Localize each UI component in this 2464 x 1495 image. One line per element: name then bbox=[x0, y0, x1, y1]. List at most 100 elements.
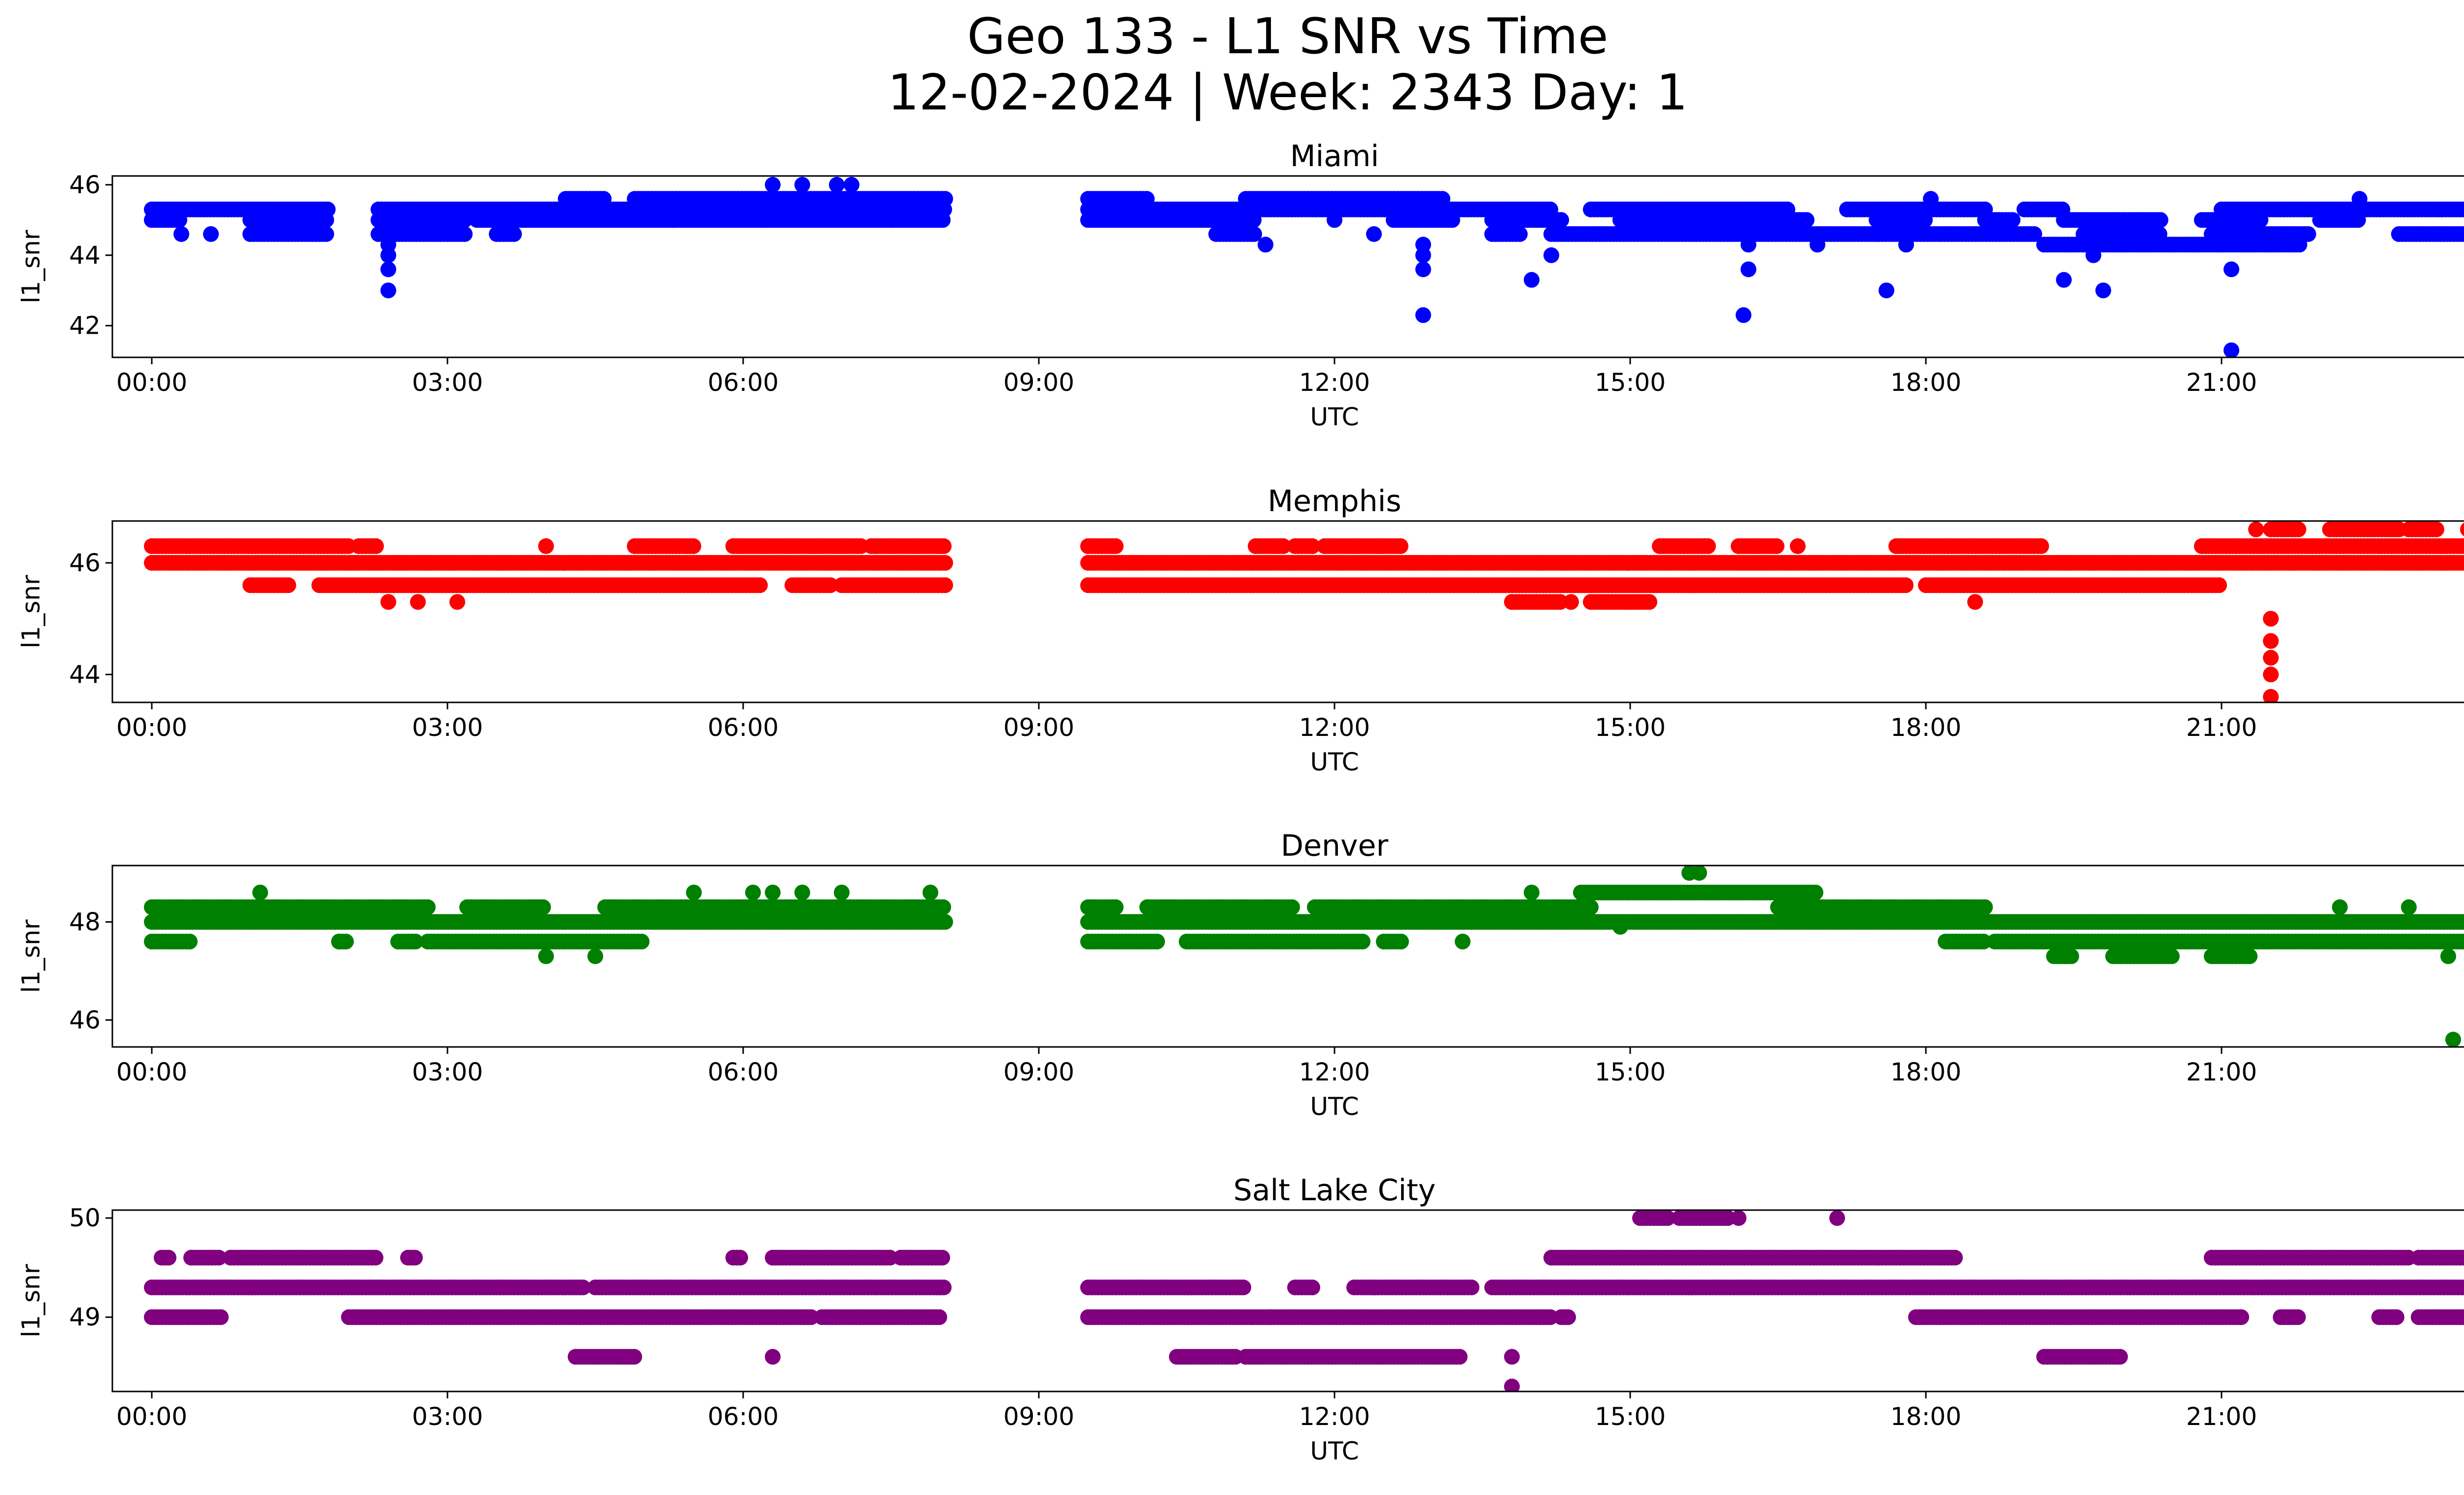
data-point bbox=[2033, 538, 2049, 554]
data-point bbox=[2429, 522, 2444, 537]
data-point bbox=[2086, 247, 2101, 263]
data-point bbox=[2460, 915, 2464, 929]
data-point bbox=[575, 1279, 591, 1295]
data-point bbox=[2263, 650, 2279, 666]
data-point bbox=[1563, 594, 1579, 610]
data-point bbox=[1967, 594, 1983, 610]
x-tick-label: 12:00 bbox=[1299, 1058, 1370, 1086]
y-tick-label: 46 bbox=[69, 1006, 101, 1034]
data-point bbox=[1246, 226, 1262, 242]
x-tick-label: 18:00 bbox=[1890, 713, 1961, 742]
data-point bbox=[923, 884, 938, 901]
data-point bbox=[1898, 577, 1914, 593]
data-point bbox=[834, 884, 850, 901]
x-tick-label: 00:00 bbox=[116, 1058, 187, 1086]
x-tick-label: 21:00 bbox=[2186, 1058, 2257, 1086]
data-point bbox=[252, 884, 268, 901]
data-point bbox=[1642, 594, 1657, 610]
y-tick-label: 44 bbox=[69, 660, 101, 689]
data-point bbox=[2445, 1032, 2461, 1047]
data-point bbox=[2095, 282, 2111, 299]
data-point bbox=[457, 212, 473, 228]
subplot-title: Denver bbox=[1281, 829, 1389, 863]
data-point bbox=[1976, 934, 1991, 950]
data-point bbox=[203, 226, 219, 242]
data-point bbox=[1810, 237, 1825, 253]
x-tick-label: 15:00 bbox=[1595, 368, 1666, 397]
data-point bbox=[794, 176, 810, 193]
data-point bbox=[1741, 237, 1756, 253]
data-point bbox=[745, 884, 761, 901]
data-point bbox=[1898, 237, 1914, 253]
data-point bbox=[937, 914, 953, 930]
data-point bbox=[1415, 307, 1431, 323]
y-tick-label: 46 bbox=[69, 549, 101, 577]
figure-title-line2: 12-02-2024 | Week: 2343 Day: 1 bbox=[888, 64, 1687, 121]
data-point bbox=[2352, 191, 2367, 207]
data-point bbox=[380, 282, 396, 299]
data-point bbox=[2401, 899, 2417, 915]
data-point bbox=[2211, 577, 2227, 593]
data-point bbox=[408, 934, 423, 950]
data-point bbox=[1799, 212, 1814, 228]
data-point bbox=[182, 934, 198, 950]
data-point bbox=[1435, 191, 1450, 207]
x-tick-label: 03:00 bbox=[412, 368, 483, 397]
x-tick-label: 15:00 bbox=[1595, 713, 1666, 742]
data-point bbox=[1524, 272, 1540, 288]
data-point bbox=[2164, 948, 2180, 964]
data-point bbox=[686, 884, 702, 901]
data-point bbox=[2263, 633, 2279, 649]
data-point bbox=[1355, 934, 1370, 950]
data-point bbox=[1327, 212, 1342, 228]
data-point bbox=[794, 884, 810, 901]
data-point bbox=[834, 212, 850, 228]
x-tick-label: 18:00 bbox=[1890, 1058, 1961, 1086]
x-axis-label: UTC bbox=[1310, 748, 1359, 776]
x-tick-label: 21:00 bbox=[2186, 368, 2257, 397]
data-point bbox=[822, 577, 838, 593]
data-point bbox=[666, 212, 682, 228]
data-point bbox=[1524, 884, 1540, 901]
data-point bbox=[1444, 212, 1460, 228]
data-point bbox=[685, 538, 701, 554]
data-point bbox=[449, 594, 465, 610]
data-point bbox=[380, 594, 396, 610]
data-point bbox=[280, 577, 296, 593]
data-point bbox=[2153, 212, 2168, 228]
data-point bbox=[1304, 538, 1320, 554]
x-tick-label: 09:00 bbox=[1003, 368, 1074, 397]
y-tick-label: 46 bbox=[69, 171, 101, 199]
figure-title-line1: Geo 133 - L1 SNR vs Time bbox=[967, 7, 1608, 65]
data-point bbox=[2005, 212, 2020, 228]
data-point bbox=[2300, 226, 2316, 242]
data-point bbox=[380, 247, 396, 263]
data-point bbox=[2242, 948, 2258, 964]
data-point bbox=[1415, 247, 1431, 263]
data-point bbox=[2459, 202, 2464, 217]
x-tick-label: 03:00 bbox=[412, 713, 483, 742]
x-tick-label: 06:00 bbox=[708, 1058, 779, 1086]
data-point bbox=[2063, 948, 2079, 964]
data-point bbox=[935, 212, 951, 228]
x-tick-label: 03:00 bbox=[412, 1058, 483, 1086]
data-point bbox=[765, 884, 781, 901]
data-point bbox=[1366, 226, 1382, 242]
data-point bbox=[2291, 522, 2306, 537]
data-point bbox=[2056, 272, 2072, 288]
data-point bbox=[1923, 191, 1939, 207]
data-point bbox=[752, 577, 768, 593]
data-point bbox=[634, 934, 650, 950]
data-point bbox=[937, 191, 953, 207]
data-point bbox=[937, 555, 953, 571]
data-point bbox=[1917, 212, 1933, 228]
data-point bbox=[1691, 866, 1707, 881]
data-point bbox=[844, 176, 859, 193]
data-point bbox=[1393, 934, 1409, 950]
data-point bbox=[883, 212, 899, 228]
data-point bbox=[538, 948, 554, 964]
data-point bbox=[1552, 594, 1568, 610]
